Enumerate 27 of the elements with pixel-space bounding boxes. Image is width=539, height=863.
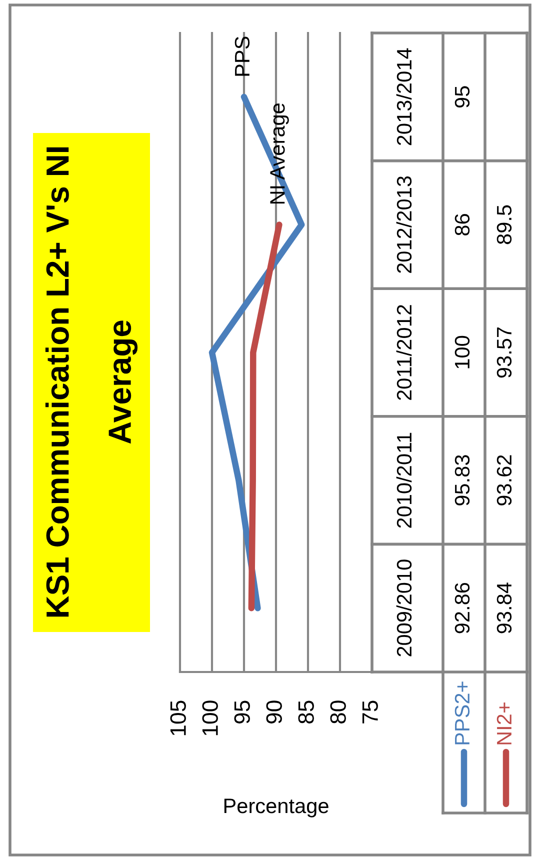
text: PPS2+	[454, 682, 470, 744]
data-label: 92.86	[454, 582, 470, 634]
annotation: PPS	[234, 36, 250, 76]
x-tick-label: 100	[202, 700, 218, 736]
data-label: 95	[454, 86, 470, 108]
data-label: 100	[454, 336, 470, 368]
data-label: 95.83	[454, 455, 470, 506]
x-tick-label: 95	[234, 700, 250, 724]
data-label: 89.5	[496, 205, 512, 244]
data-label: 93.57	[496, 327, 512, 378]
y-tick-label: 2011/2012	[396, 305, 412, 400]
data-label: 86	[454, 214, 470, 236]
x-tick-label: 85	[298, 700, 314, 724]
text: NI2+	[496, 702, 512, 744]
x-tick-label: 105	[170, 700, 186, 736]
x-axis-title: Percentage	[224, 798, 328, 818]
data-label: 93.62	[496, 455, 512, 506]
y-tick-label: 2012/2013	[396, 176, 412, 273]
x-tick-label: 90	[266, 700, 282, 724]
annotation: NI Average	[270, 103, 289, 204]
y-tick-label: 2013/2014	[396, 48, 412, 146]
data-label: 93.84	[496, 582, 512, 634]
x-tick-label: 80	[330, 700, 346, 724]
y-tick-label: 2010/2011	[396, 432, 412, 528]
chart-title: KS1 Communication L2+ V's NI Average	[45, 147, 138, 617]
x-tick-label: 75	[362, 700, 378, 724]
y-tick-label: 2009/2010	[396, 560, 412, 656]
